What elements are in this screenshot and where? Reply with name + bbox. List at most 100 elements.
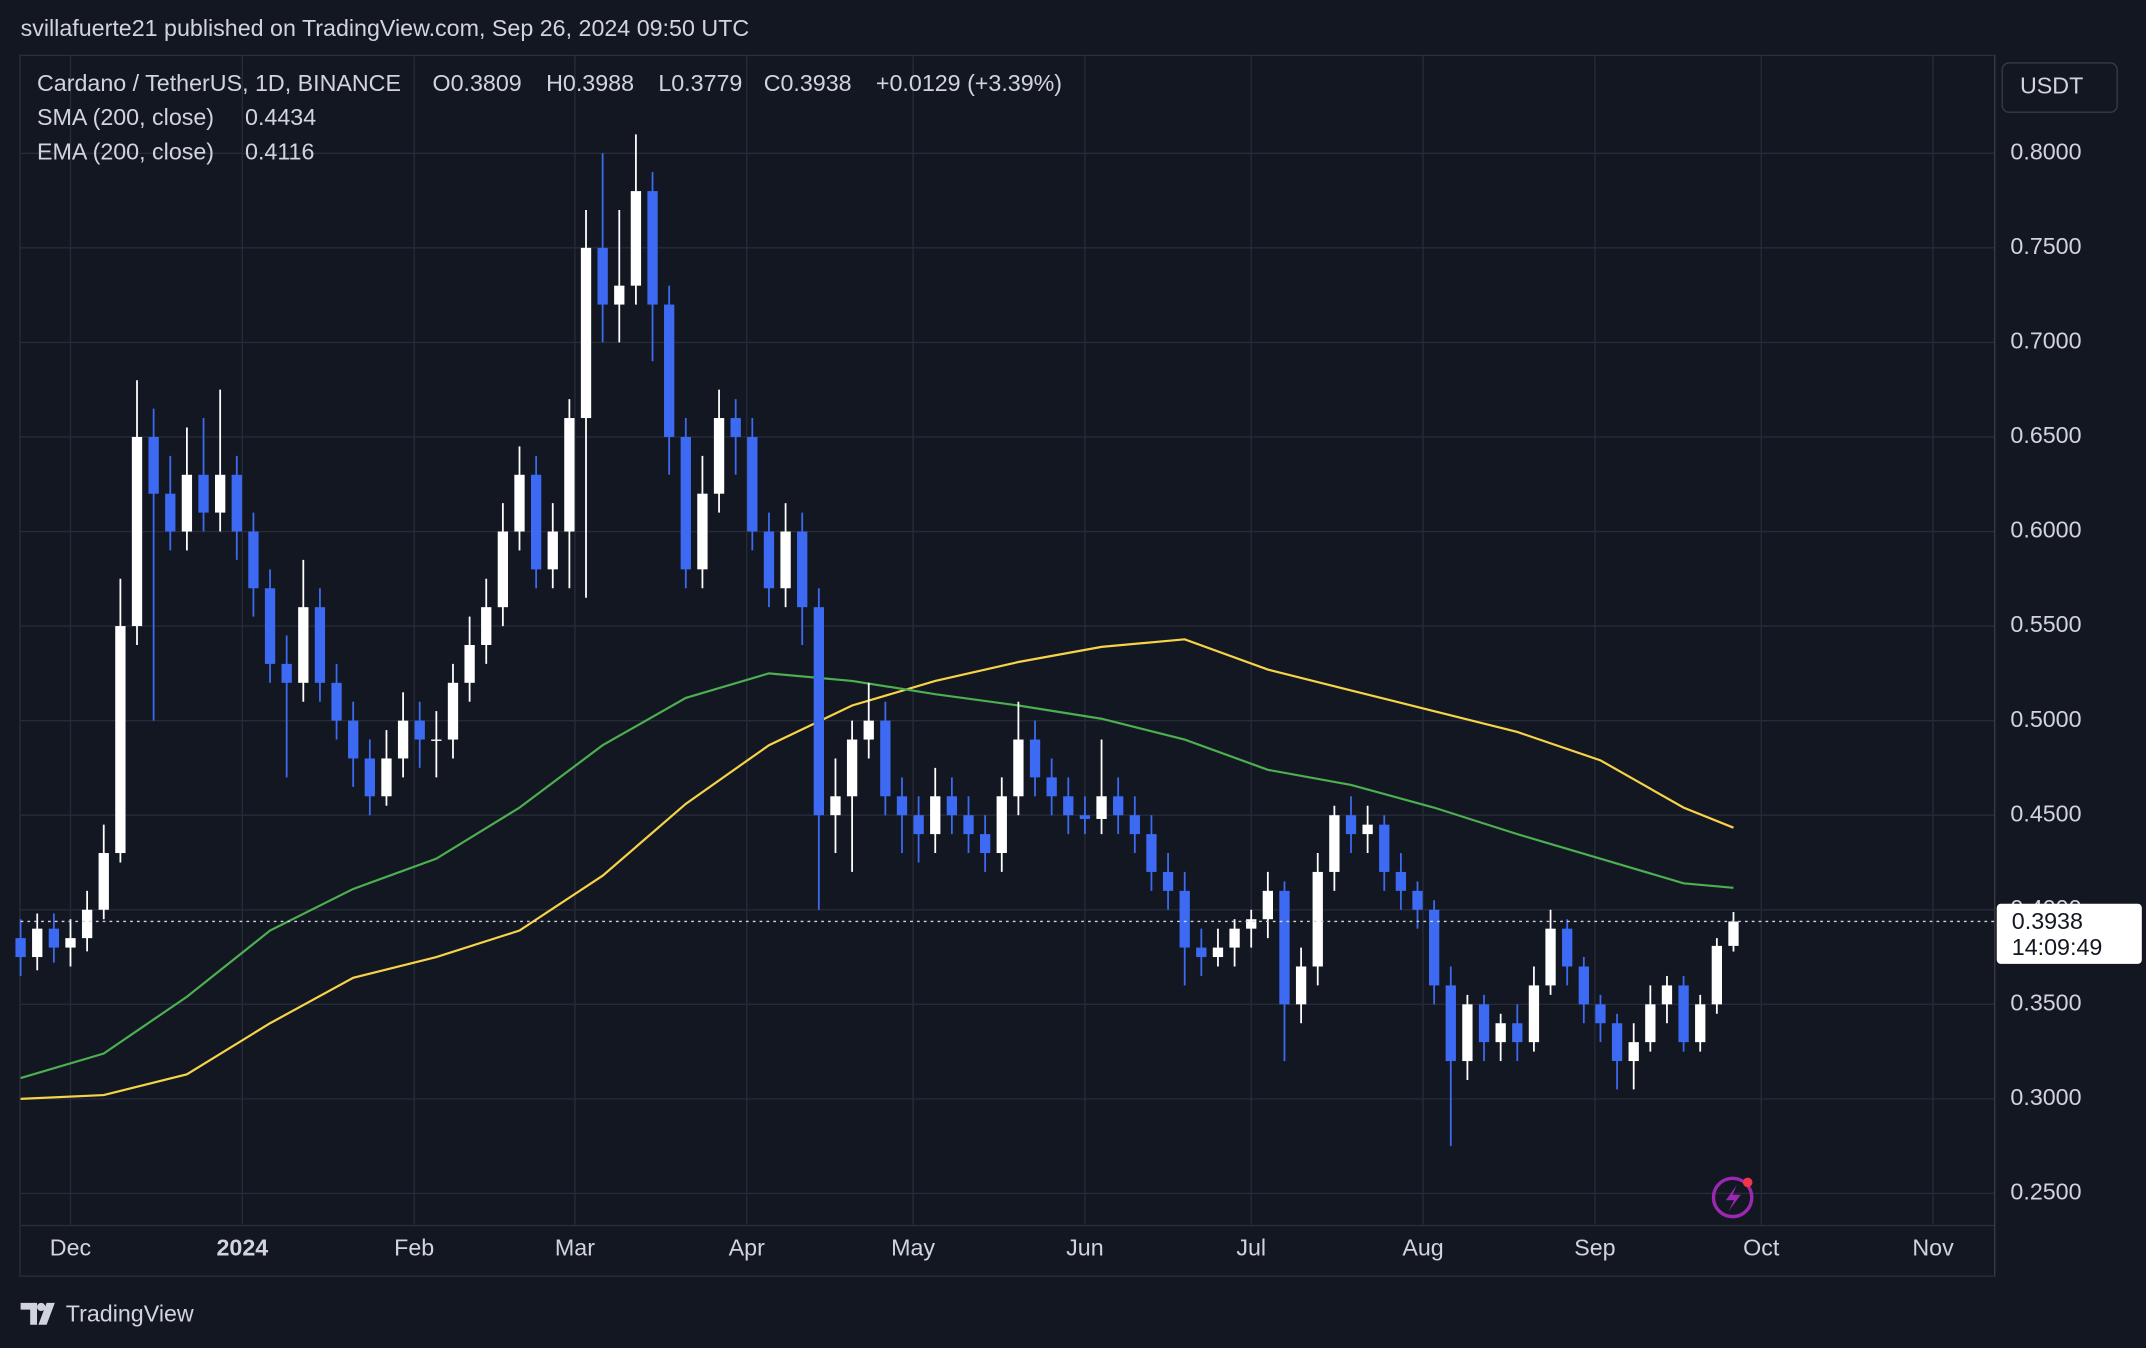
candle-body <box>447 682 459 740</box>
candle-body <box>996 796 1007 854</box>
candle-body <box>1495 1023 1506 1043</box>
logo-dot <box>37 1302 46 1312</box>
candle-body <box>148 436 159 494</box>
change-label: +0.0129 (+3.39%) <box>876 70 1062 96</box>
candle-body <box>464 644 475 683</box>
candle-body <box>547 531 558 570</box>
alert-icon[interactable] <box>1711 1176 1754 1219</box>
candle-body <box>1562 928 1573 967</box>
candle-body <box>215 474 226 513</box>
candle-body <box>1362 824 1373 835</box>
candle-body <box>364 758 375 797</box>
candle-body <box>181 474 193 532</box>
candle-body <box>1196 947 1207 958</box>
currency-box[interactable] <box>2001 62 2118 113</box>
candle-body <box>1462 1004 1473 1062</box>
axes: 0.25000.30000.35000.40000.45000.50000.55… <box>50 138 2142 1261</box>
candle-body <box>32 928 43 958</box>
candle-body <box>946 796 958 816</box>
candle-body <box>1146 834 1157 872</box>
candle-body <box>763 531 775 589</box>
candle-body <box>1711 945 1723 1005</box>
x-tick-label: Jun <box>1066 1235 1104 1261</box>
candle-body <box>630 191 642 286</box>
symbol: Cardano / TetherUS, 1D, BINANCE <box>37 70 401 96</box>
candle-body <box>1129 815 1140 835</box>
candle-body <box>597 247 608 305</box>
candle-body <box>1246 919 1257 929</box>
x-tick-label: Aug <box>1402 1235 1443 1261</box>
alert-dot <box>1742 1177 1753 1188</box>
y-tick-label: 0.6500 <box>2010 422 2081 448</box>
candle-body <box>1528 985 1540 1043</box>
candle-body <box>497 531 509 608</box>
y-tick-label: 0.5000 <box>2010 706 2081 732</box>
candle-body <box>1295 966 1307 1005</box>
candle-body <box>514 474 525 532</box>
high-label: H0.3988 <box>546 70 634 96</box>
candle-body <box>1545 928 1556 986</box>
x-tick-label: 2024 <box>216 1235 268 1261</box>
candle-body <box>65 938 76 948</box>
y-tick-label: 0.2500 <box>2010 1179 2081 1205</box>
candle-body <box>481 607 492 645</box>
candle-body <box>1279 890 1290 1005</box>
candle-body <box>530 474 542 570</box>
alert-circle <box>1711 1176 1754 1219</box>
candle-body <box>1478 1004 1490 1043</box>
currency: USDT <box>2020 73 2083 99</box>
marks <box>15 134 1995 1147</box>
candle-body <box>664 304 675 437</box>
x-tick-label: Sep <box>1574 1235 1615 1261</box>
candle-body <box>131 436 143 627</box>
y-tick-label: 0.3000 <box>2010 1084 2081 1110</box>
x-tick-label: Mar <box>555 1235 595 1261</box>
candle-body <box>713 418 725 494</box>
candle-body <box>780 531 791 589</box>
candle-body <box>1611 1023 1623 1062</box>
y-tick-label: 0.7500 <box>2010 233 2081 259</box>
candle-body <box>414 720 425 740</box>
candle-body <box>281 663 292 683</box>
x-tick-label: Nov <box>1912 1235 1954 1261</box>
x-tick-label: Apr <box>729 1235 765 1261</box>
candle-body <box>913 815 924 835</box>
candle-body <box>1445 985 1456 1062</box>
candle-body <box>1079 815 1091 819</box>
candle-body <box>1162 871 1174 891</box>
x-tick-label: May <box>891 1235 935 1261</box>
candle-body <box>1046 777 1057 797</box>
candle-body <box>813 607 824 816</box>
candle-body <box>98 853 109 910</box>
candle-body <box>1013 739 1024 797</box>
candle-body <box>580 247 592 419</box>
candle-body <box>264 588 276 664</box>
candle-body <box>1262 890 1274 920</box>
last-price-box <box>1996 903 2142 964</box>
countdown-label: 14:09:49 <box>2012 934 2103 960</box>
candle-body <box>1678 985 1689 1043</box>
y-tick-label: 0.7000 <box>2010 328 2081 354</box>
candle-body <box>1379 824 1390 872</box>
x-tick-label: Oct <box>1743 1235 1780 1261</box>
candle-body <box>15 938 26 958</box>
sma-legend: SMA (200, close) <box>37 104 214 130</box>
candle-body <box>680 436 691 570</box>
y-tick-label: 0.4500 <box>2010 800 2081 826</box>
candle-body <box>1412 890 1423 910</box>
candle-body <box>747 436 758 532</box>
last-price-label: 0.3938 <box>2012 908 2083 934</box>
candle-body <box>697 493 708 570</box>
candle-body <box>1029 739 1041 778</box>
y-tick-label: 0.5500 <box>2010 611 2081 637</box>
publisher: svillafuerte21 published on TradingView.… <box>21 15 750 41</box>
candle-body <box>730 418 741 437</box>
x-tick-label: Feb <box>394 1235 434 1261</box>
candle-body <box>1645 1004 1656 1043</box>
logo-mark <box>20 1302 55 1325</box>
candle-body <box>1212 947 1224 958</box>
candle-body <box>564 418 575 532</box>
candle-body <box>1179 890 1190 948</box>
candle-body <box>381 758 392 797</box>
